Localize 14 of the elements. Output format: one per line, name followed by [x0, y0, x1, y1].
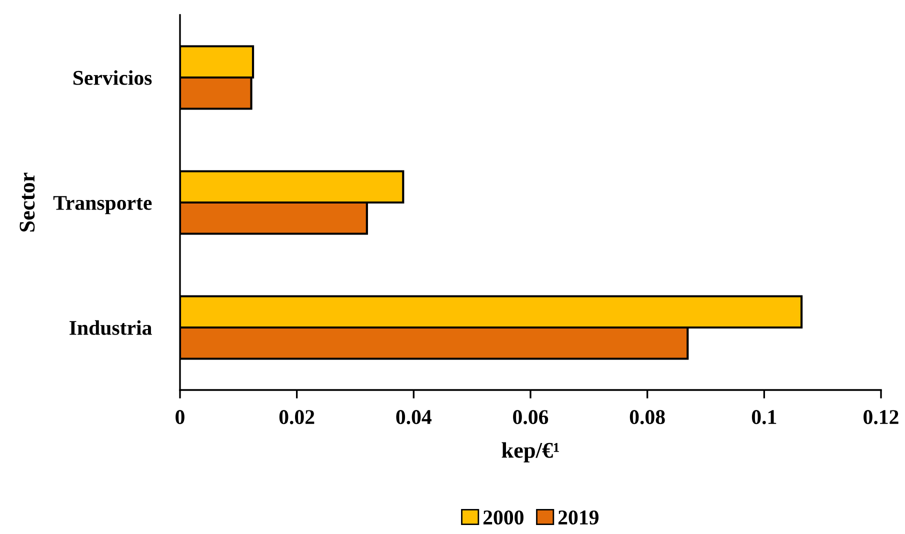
x-tick-label: 0.12: [864, 410, 898, 424]
y-tick-label: Transporte: [53, 196, 152, 214]
x-tick-label: 0.1: [752, 410, 776, 424]
y-tick-label: Servicios: [73, 70, 152, 85]
x-tick-label: 0.02: [279, 410, 314, 424]
legend-label: 2000: [483, 510, 524, 525]
x-tick-label: 0.08: [630, 410, 665, 424]
x-tick-label: 0: [176, 410, 184, 424]
x-tick-label: 0.06: [513, 410, 548, 424]
x-axis-title: kep/€¹: [502, 442, 559, 462]
legend-label: 2019: [558, 510, 598, 525]
y-tick-label: Industria: [70, 320, 152, 335]
y-axis-title: Sector: [20, 172, 35, 232]
x-tick-label: 0.04: [396, 410, 432, 424]
